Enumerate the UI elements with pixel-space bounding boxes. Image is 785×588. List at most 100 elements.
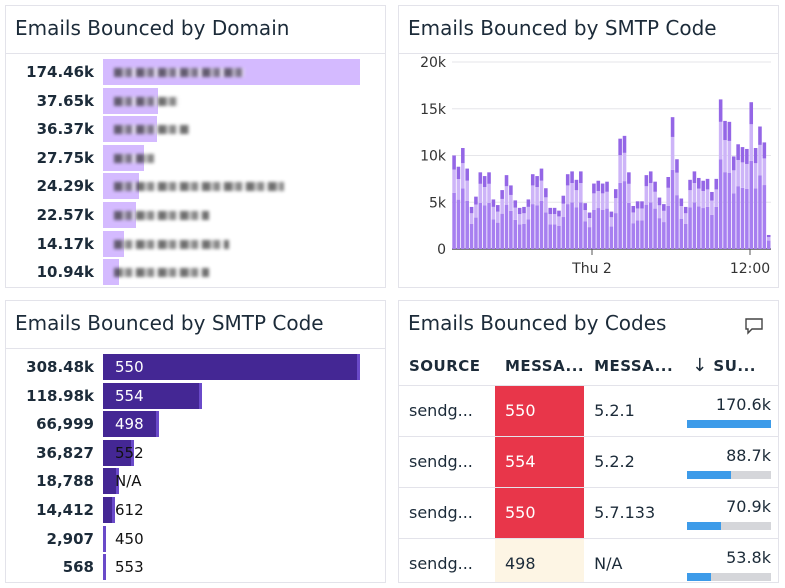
timeseries-bar-segment	[552, 207, 557, 215]
y-tick-label: 10k	[420, 149, 447, 165]
timeseries-bar-segment	[526, 219, 531, 249]
timeseries-bar-segment	[469, 206, 474, 214]
timeseries-bar-segment	[710, 200, 714, 215]
comment-icon[interactable]	[744, 317, 764, 335]
y-tick-label: 15k	[420, 102, 447, 118]
timeseries-bar-segment	[526, 206, 531, 220]
row-value: 174.46k	[26, 63, 94, 81]
domain-row[interactable]: 22.57k	[6, 202, 385, 228]
domain-row[interactable]: 14.17k	[6, 230, 385, 257]
timeseries-bar-segment	[740, 147, 745, 163]
timeseries-bar-segment	[579, 171, 583, 184]
column-source[interactable]: SOURCE	[399, 347, 495, 386]
domain-row[interactable]: 27.75k	[6, 144, 385, 171]
smtp-toplist-panel: Emails Bounced by SMTP Code 308.48k 550 11…	[5, 300, 386, 583]
domain-row[interactable]: 24.29k	[6, 173, 385, 200]
timeseries-bar-segment	[640, 201, 644, 209]
panel-title: Emails Bounced by SMTP Code	[408, 16, 717, 40]
sum-bar-fill	[687, 419, 771, 428]
sum-cell: 88.7k	[682, 436, 778, 488]
timeseries-bar-segment	[565, 185, 570, 205]
x-tick-label: Thu 2	[571, 261, 612, 277]
timeseries-bar-segment	[622, 181, 627, 249]
timeseries-bar-segment	[539, 180, 544, 201]
timeseries-bar-segment	[539, 168, 544, 181]
timeseries-bar-segment	[605, 208, 609, 249]
smtp-row[interactable]: 36,827 552	[6, 439, 385, 466]
table-row[interactable]: sendg... 550 5.2.1 170.6k	[399, 385, 778, 437]
domain-row[interactable]: 10.94k	[6, 259, 385, 286]
y-tick-label: 0	[437, 242, 446, 258]
timeseries-bar-segment	[587, 212, 592, 219]
smtp-bar	[103, 354, 360, 380]
timeseries-bar-segment	[517, 224, 522, 249]
source-cell: sendg...	[399, 487, 495, 539]
domain-row[interactable]: 174.46k	[6, 59, 385, 85]
timeseries-bar-segment	[530, 185, 535, 205]
smtp-row[interactable]: 14,412 612	[6, 497, 385, 523]
domain-row[interactable]: 36.37k	[6, 116, 385, 143]
timeseries-bar-segment	[758, 126, 762, 145]
timeseries-bar-segment	[635, 201, 640, 209]
smtp-row[interactable]: 2,907 450	[6, 525, 385, 552]
timeseries-bar-segment	[675, 159, 679, 173]
table-row[interactable]: sendg... 550 5.7.133 70.9k	[399, 487, 778, 539]
table-row[interactable]: sendg... 498 N/A 53.8k	[399, 538, 778, 582]
timeseries-bar-segment	[697, 188, 701, 207]
timeseries-bar-segment	[495, 211, 500, 223]
timeseries-bar-segment	[535, 187, 539, 206]
timeseries-bar-segment	[740, 162, 745, 188]
timeseries-bar-segment	[705, 206, 710, 249]
timeseries-bar-segment	[723, 172, 727, 249]
timeseries-bar-segment	[666, 177, 670, 188]
smtp-row[interactable]: 308.48k 550	[6, 354, 385, 380]
timeseries-bar-segment	[631, 223, 636, 249]
timeseries-bar-segment	[758, 144, 762, 176]
timeseries-bar-segment	[587, 218, 592, 228]
table-row[interactable]: sendg... 554 5.2.2 88.7k	[399, 436, 778, 488]
smtp-bar	[103, 411, 159, 438]
timeseries-bar-segment	[701, 208, 705, 249]
timeseries-bar-segment	[692, 171, 697, 184]
timeseries-bar-segment	[513, 200, 518, 208]
smtp-bar	[103, 468, 119, 495]
column-message-code[interactable]: MESSA...	[495, 347, 585, 386]
smtp-row[interactable]: 118.98k 554	[6, 382, 385, 409]
timeseries-bar-segment	[697, 206, 701, 249]
column-sum[interactable]: ↓ SU...	[682, 347, 778, 386]
timeseries-bar-segment	[749, 160, 754, 249]
domain-row[interactable]: 37.65k	[6, 87, 385, 114]
timeseries-chart[interactable]: 0 5k 10k 15k 20k Thu 2 12:00	[399, 54, 779, 288]
redacted-domain-label	[114, 96, 179, 106]
smtp-code-label: 498	[115, 415, 144, 434]
timeseries-bar-segment	[644, 204, 649, 249]
column-message-detail[interactable]: MESSA...	[584, 347, 683, 386]
timeseries-bar-segment	[583, 203, 587, 211]
timeseries-bar-segment	[705, 189, 710, 207]
smtp-row[interactable]: 66,999 498	[6, 411, 385, 438]
timeseries-bar-segment	[609, 217, 614, 227]
timeseries-bar-segment	[723, 120, 727, 141]
timeseries-bar-segment	[670, 117, 675, 137]
timeseries-bar-segment	[657, 218, 662, 249]
smtp-bar	[103, 382, 203, 409]
smtp-bar	[103, 554, 106, 581]
timeseries-bar-segment	[509, 210, 513, 249]
timeseries-bar-segment	[465, 180, 469, 201]
timeseries-bar-segment	[491, 199, 496, 207]
timeseries-bar-segment	[592, 183, 596, 194]
smtp-row[interactable]: 18,788 N/A	[6, 468, 385, 495]
timeseries-bar-segment	[465, 168, 469, 181]
timeseries-bar-segment	[522, 223, 526, 249]
smtp-row[interactable]: 568 553	[6, 554, 385, 581]
timeseries-bar-segment	[662, 222, 666, 249]
timeseries-bar-segment	[627, 183, 631, 203]
row-value: 36.37k	[36, 120, 94, 139]
timeseries-bar-segment	[482, 176, 487, 188]
timeseries-bar-segment	[644, 175, 649, 187]
timeseries-bar-segment	[640, 220, 644, 249]
timeseries-bar-segment	[487, 202, 491, 249]
timeseries-bar-segment	[495, 205, 500, 212]
timeseries-bar-segment	[544, 188, 548, 198]
timeseries-bar-segment	[631, 212, 636, 224]
